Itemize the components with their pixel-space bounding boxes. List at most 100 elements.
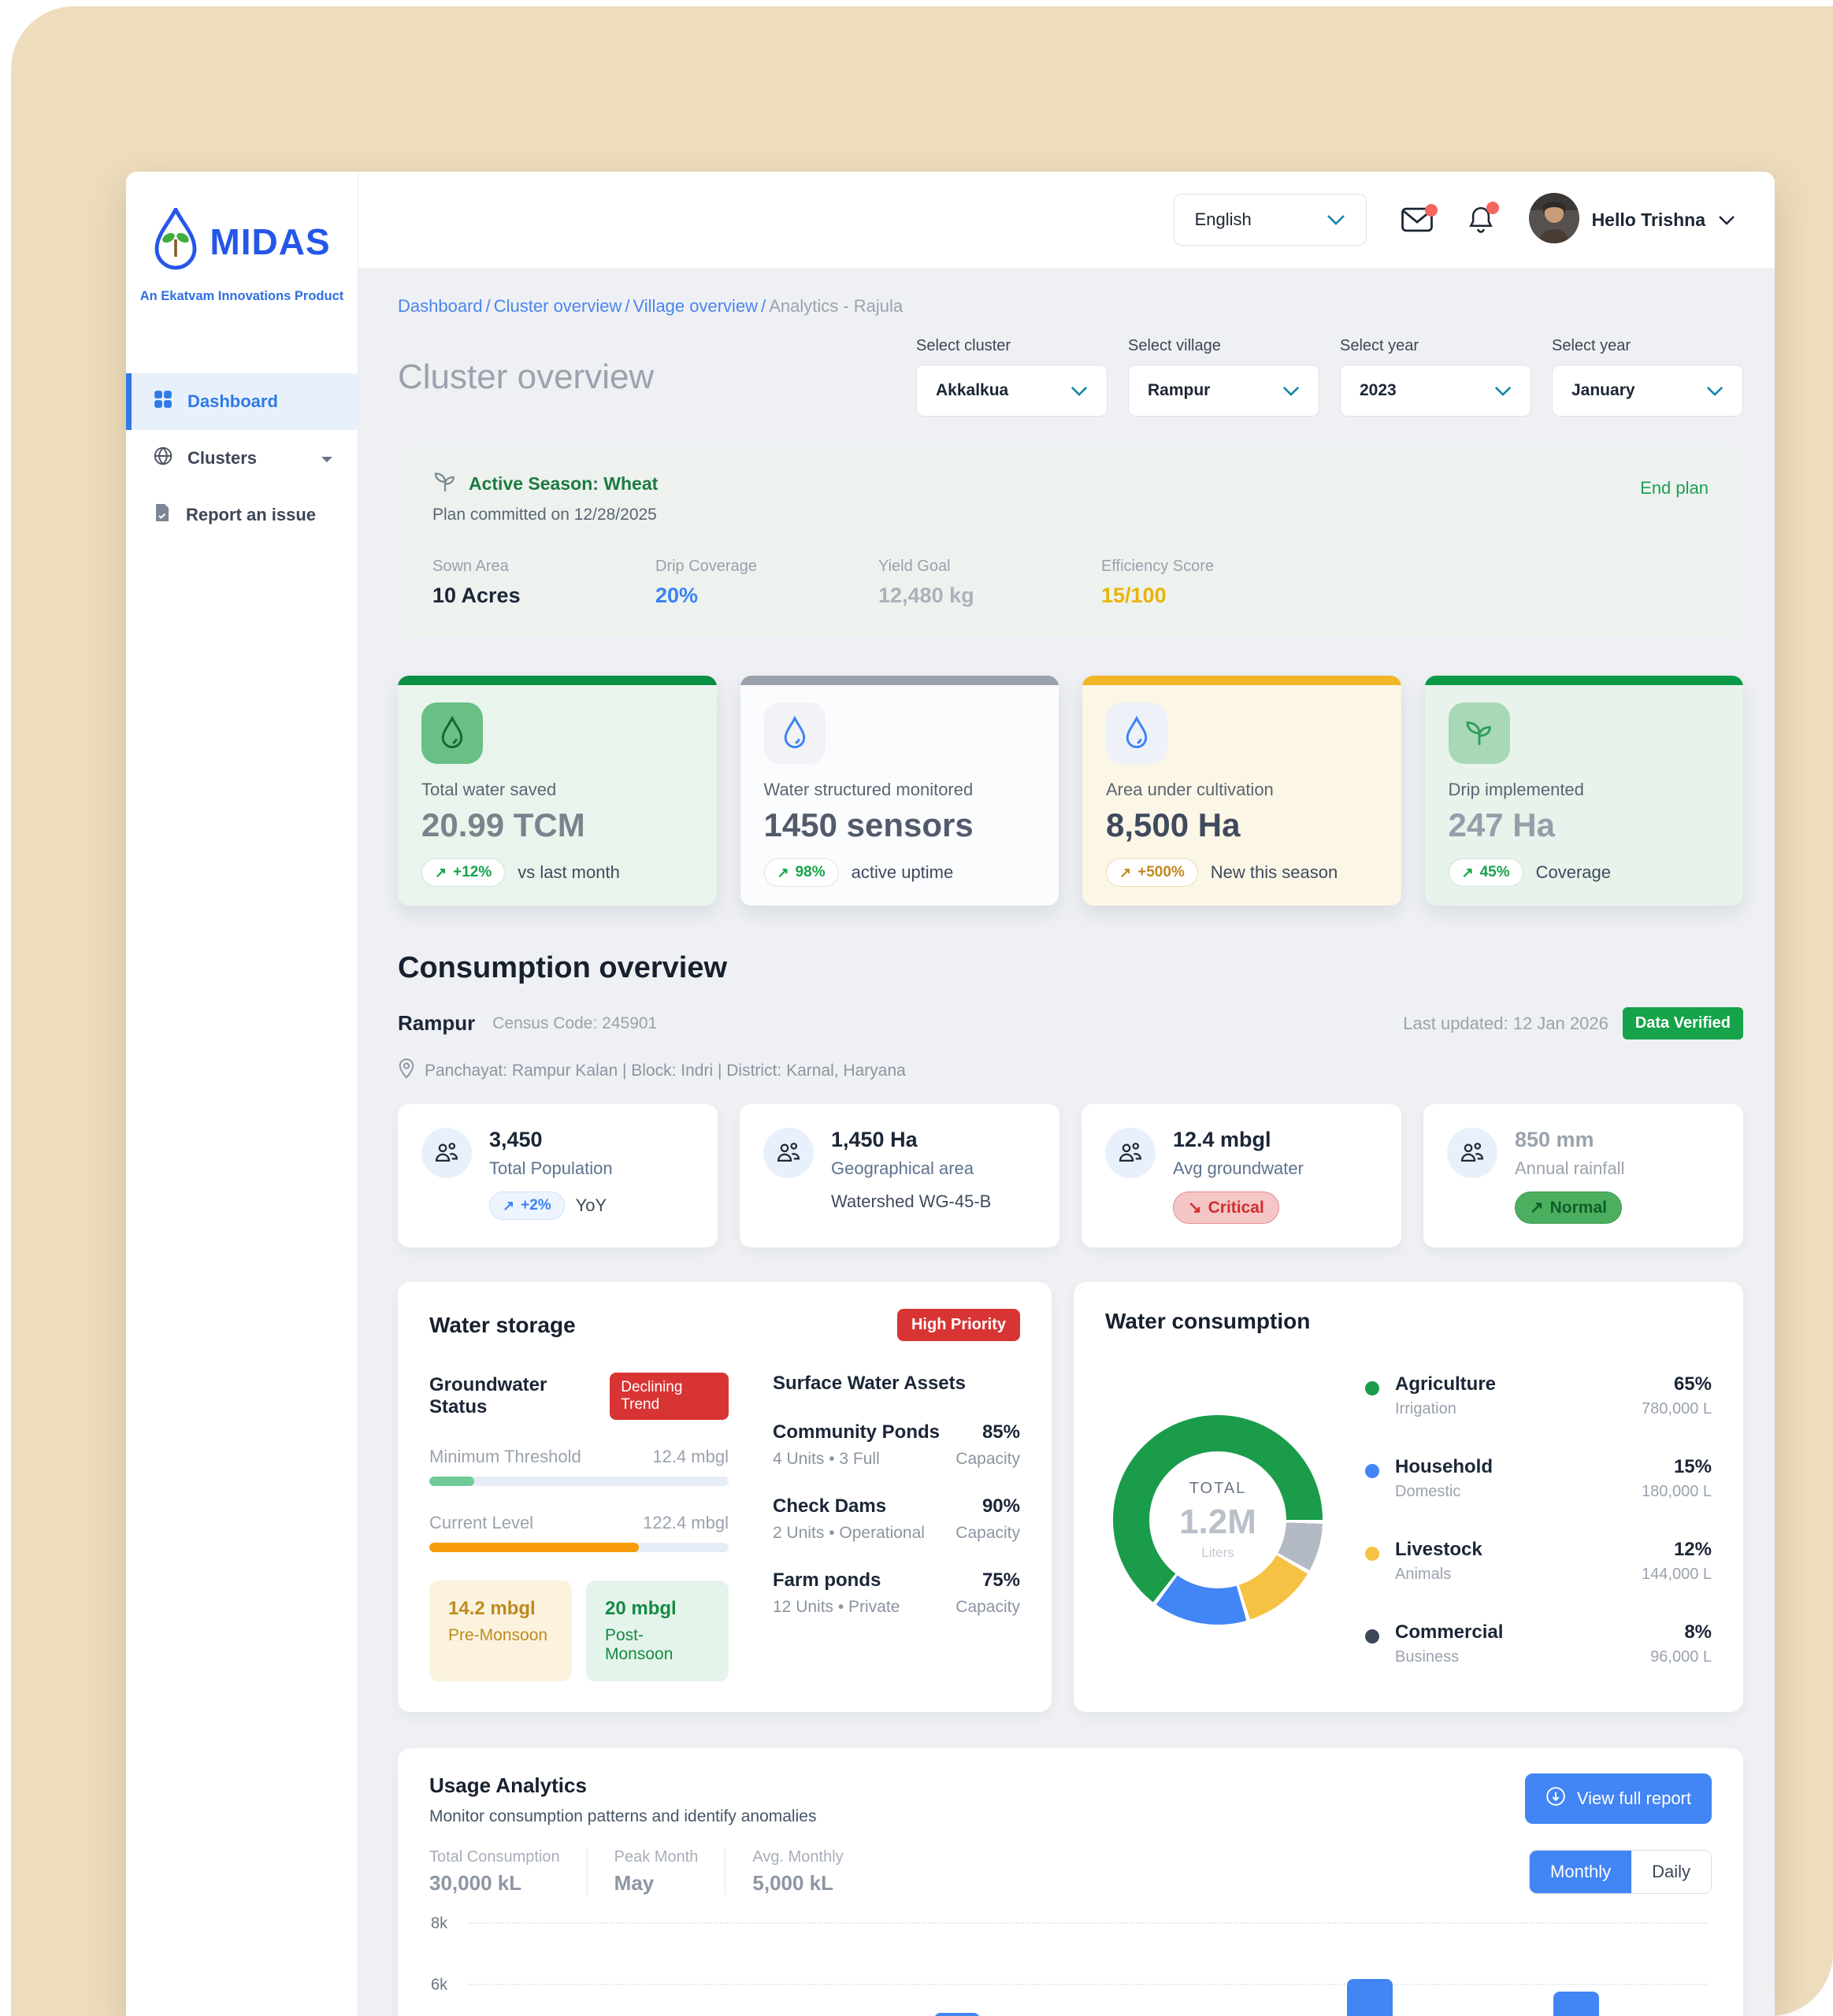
- legend-pct: 12%: [1673, 1539, 1712, 1560]
- stat-card-value: 1450 sensors: [763, 806, 974, 843]
- people-icon: [421, 1128, 472, 1178]
- bar-group: [1347, 1924, 1448, 2016]
- usage-analytics-title: Usage Analytics: [429, 1773, 587, 1797]
- year-select[interactable]: 2023: [1340, 365, 1531, 417]
- month-select-value: January: [1571, 381, 1635, 399]
- mail-notification-dot: [1424, 204, 1438, 217]
- bar-group: [1553, 1924, 1654, 2016]
- info-card-label: Annual rainfall: [1515, 1158, 1625, 1178]
- stat-card-label: Total water saved: [421, 780, 557, 799]
- water-consumption-card: Water consumption TOTAL 1.2M Liters: [1074, 1282, 1743, 1712]
- gridline: 8k: [431, 1915, 1707, 1933]
- legend-name: Household: [1395, 1456, 1493, 1477]
- season-stat-label: Drip Coverage: [655, 558, 757, 575]
- filter-label: Select village: [1128, 337, 1221, 354]
- trend-badge: ↗ +2%: [489, 1191, 565, 1220]
- usage-stat-label: Peak Month: [614, 1848, 699, 1866]
- y-axis-tick: 6k: [431, 1976, 448, 1994]
- sidebar: MIDAS An Ekatvam Innovations Product Das…: [126, 172, 358, 2016]
- trend-badge: ↗ 98%: [763, 858, 839, 887]
- water-drop-icon: [1106, 702, 1167, 764]
- sidebar-item-report-issue[interactable]: Report an issue: [126, 487, 358, 543]
- asset-sub: 12 Units • Private: [773, 1598, 900, 1616]
- stat-card-value: 247 Ha: [1448, 806, 1555, 843]
- season-stat-yield-goal: Yield Goal 12,480 kg: [878, 558, 1101, 608]
- user-greeting: Hello Trishna: [1591, 209, 1705, 230]
- season-stat-value: 10 Acres: [432, 584, 521, 607]
- critical-status-badge: ↘ Critical: [1173, 1191, 1279, 1224]
- avatar: [1528, 192, 1579, 247]
- info-card-rainfall: 850 mm Annual rainfall ↗ Normal: [1423, 1104, 1743, 1247]
- content: Dashboard / Cluster overview / Village overv…: [358, 268, 1775, 2016]
- census-code: Census Code: 245901: [492, 1014, 658, 1032]
- breadcrumb-link-dashboard[interactable]: Dashboard: [398, 296, 483, 316]
- info-card-label: Avg groundwater: [1173, 1158, 1304, 1178]
- view-full-report-button[interactable]: View full report: [1524, 1773, 1712, 1824]
- season-subtitle: Plan committed on 12/28/2025: [432, 506, 657, 524]
- legend-liters: 96,000 L: [1650, 1648, 1712, 1666]
- asset-capacity-label: Capacity: [955, 1524, 1020, 1542]
- card-accent-bar: [1424, 676, 1743, 685]
- meter-fill: [429, 1477, 474, 1486]
- usage-stat-total: Total Consumption 30,000 kL: [429, 1848, 587, 1896]
- toggle-daily[interactable]: Daily: [1631, 1851, 1711, 1893]
- bar-consumption: [1553, 1992, 1599, 2016]
- toggle-monthly[interactable]: Monthly: [1530, 1851, 1632, 1893]
- declining-trend-badge: Declining Trend: [610, 1373, 729, 1420]
- village-select[interactable]: Rampur: [1128, 365, 1319, 417]
- filter-year: Select year 2023: [1340, 337, 1531, 417]
- info-card-value: 850 mm: [1515, 1128, 1594, 1151]
- user-menu[interactable]: Hello Trishna: [1528, 192, 1735, 247]
- chevron-down-icon: [1719, 215, 1735, 225]
- app-window: MIDAS An Ekatvam Innovations Product Das…: [126, 172, 1775, 2016]
- end-plan-link[interactable]: End plan: [1640, 478, 1709, 498]
- stat-card-sensors: Water structured monitored 1450 sensors …: [740, 676, 1059, 906]
- filter-month: Select year January: [1552, 337, 1743, 417]
- mail-button[interactable]: [1401, 204, 1438, 232]
- season-stat-label: Efficiency Score: [1101, 558, 1215, 575]
- stat-card-label: Drip implemented: [1448, 780, 1584, 799]
- info-card-value: 1,450 Ha: [831, 1128, 918, 1151]
- legend-dot: [1365, 1381, 1379, 1395]
- watershed-note: Watershed WG-45-B: [831, 1191, 992, 1211]
- asset-check-dams: Check Dams 2 Units • Operational 90% Cap…: [773, 1495, 1020, 1543]
- month-select[interactable]: January: [1552, 365, 1743, 417]
- water-drop-icon: [763, 702, 826, 764]
- breadcrumb-link-village-overview[interactable]: Village overview: [633, 296, 759, 316]
- stat-card-label: Water structured monitored: [763, 780, 974, 799]
- asset-capacity-pct: 85%: [981, 1421, 1020, 1443]
- post-monsoon-box: 20 mbgl Post-Monsoon: [586, 1581, 729, 1681]
- brand-name: MIDAS: [210, 220, 331, 262]
- people-icon: [1105, 1128, 1156, 1178]
- sidebar-item-dashboard[interactable]: Dashboard: [126, 373, 358, 430]
- post-monsoon-value: 20 mbgl: [605, 1598, 677, 1619]
- language-select[interactable]: English: [1173, 194, 1367, 246]
- legend-row-household: Household Domestic 15% 180,000 L: [1365, 1437, 1712, 1520]
- sidebar-item-clusters[interactable]: Clusters: [126, 430, 358, 487]
- cluster-select[interactable]: Akkalkua: [916, 365, 1108, 417]
- meter-label: Minimum Threshold: [429, 1447, 581, 1466]
- notifications-button[interactable]: [1468, 202, 1499, 235]
- usage-analytics-subtitle: Monitor consumption patterns and identif…: [429, 1807, 817, 1825]
- brand-logo: MIDAS An Ekatvam Innovations Product: [126, 205, 358, 304]
- globe-icon: [153, 446, 173, 471]
- stat-card-label: Area under cultivation: [1106, 780, 1274, 799]
- breadcrumb-separator: /: [485, 296, 491, 316]
- period-toggle: Monthly Daily: [1529, 1850, 1712, 1894]
- usage-stat-value: 30,000 kL: [429, 1871, 522, 1895]
- brand-tagline: An Ekatvam Innovations Product: [139, 289, 344, 303]
- legend-pct: 15%: [1673, 1456, 1712, 1477]
- current-level-meter: Current Level 122.4 mbgl: [429, 1513, 729, 1552]
- filter-label: Select cluster: [916, 337, 1011, 354]
- chevron-down-icon: [1070, 386, 1088, 396]
- usage-stat-peak: Peak Month May: [586, 1848, 725, 1896]
- water-drop-icon: [421, 702, 483, 764]
- water-storage-card: Water storage High Priority Groundwater …: [398, 1282, 1052, 1712]
- breadcrumb-link-cluster-overview[interactable]: Cluster overview: [493, 296, 622, 316]
- gridline: 6k: [431, 1977, 1707, 1994]
- year-select-value: 2023: [1360, 381, 1397, 399]
- usage-stat-label: Total Consumption: [429, 1848, 560, 1866]
- asset-capacity-pct: 75%: [981, 1569, 1020, 1591]
- dashboard-grid-icon: [153, 389, 173, 414]
- breadcrumb-current: Analytics - Rajula: [769, 296, 904, 316]
